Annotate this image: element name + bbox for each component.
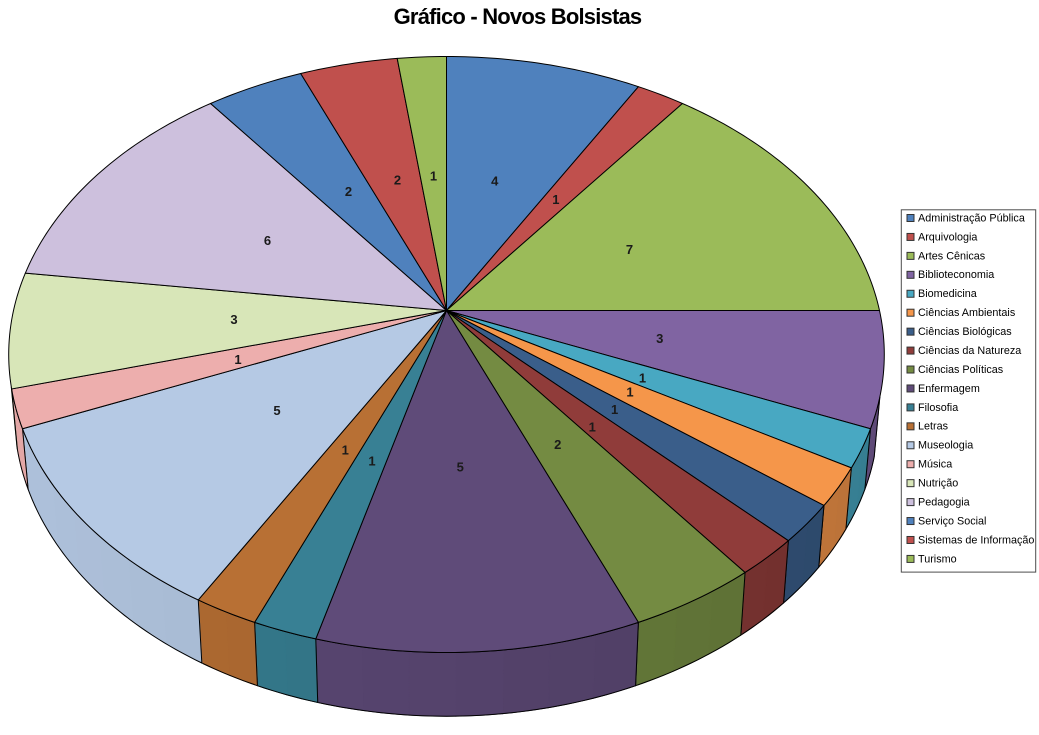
svg-text:2: 2 [554,437,561,452]
svg-text:Ciências da Natureza: Ciências da Natureza [918,345,1021,357]
svg-text:Biblioteconomia: Biblioteconomia [918,269,994,281]
svg-text:Filosofia: Filosofia [918,402,958,414]
svg-text:2: 2 [394,173,401,188]
svg-text:2: 2 [345,184,352,199]
svg-text:7: 7 [626,242,633,257]
svg-text:Serviço Social: Serviço Social [918,515,986,527]
svg-text:5: 5 [457,460,464,475]
svg-text:3: 3 [656,331,663,346]
svg-text:1: 1 [368,454,375,469]
svg-text:1: 1 [342,443,349,458]
svg-text:1: 1 [639,371,646,386]
svg-text:Sistemas de Informação: Sistemas de Informação [918,534,1034,546]
svg-text:Música: Música [918,459,952,471]
svg-text:Arquivologia: Arquivologia [918,231,977,243]
svg-text:Turismo: Turismo [918,553,957,565]
svg-text:5: 5 [273,403,280,418]
svg-text:Artes Cênicas: Artes Cênicas [918,250,986,262]
svg-text:1: 1 [589,419,596,434]
svg-text:Ciências Biológicas: Ciências Biológicas [918,326,1012,338]
svg-text:4: 4 [491,173,499,188]
svg-text:Gráfico - Novos Bolsistas: Gráfico - Novos Bolsistas [394,4,642,29]
svg-text:Nutrição: Nutrição [918,478,958,490]
svg-text:1: 1 [611,402,618,417]
svg-text:3: 3 [230,312,237,327]
svg-text:Enfermagem: Enfermagem [918,383,980,395]
svg-text:Administração Pública: Administração Pública [918,212,1025,224]
svg-text:Museologia: Museologia [918,440,973,452]
svg-text:Letras: Letras [918,421,949,433]
svg-text:6: 6 [264,233,271,248]
svg-text:Ciências Políticas: Ciências Políticas [918,364,1004,376]
svg-text:1: 1 [626,384,633,399]
svg-text:Biomedicina: Biomedicina [918,288,977,300]
svg-text:1: 1 [430,169,437,184]
svg-text:Pedagogia: Pedagogia [918,497,970,509]
svg-text:1: 1 [552,192,559,207]
svg-text:Ciências Ambientais: Ciências Ambientais [918,307,1016,319]
svg-text:1: 1 [234,352,241,367]
